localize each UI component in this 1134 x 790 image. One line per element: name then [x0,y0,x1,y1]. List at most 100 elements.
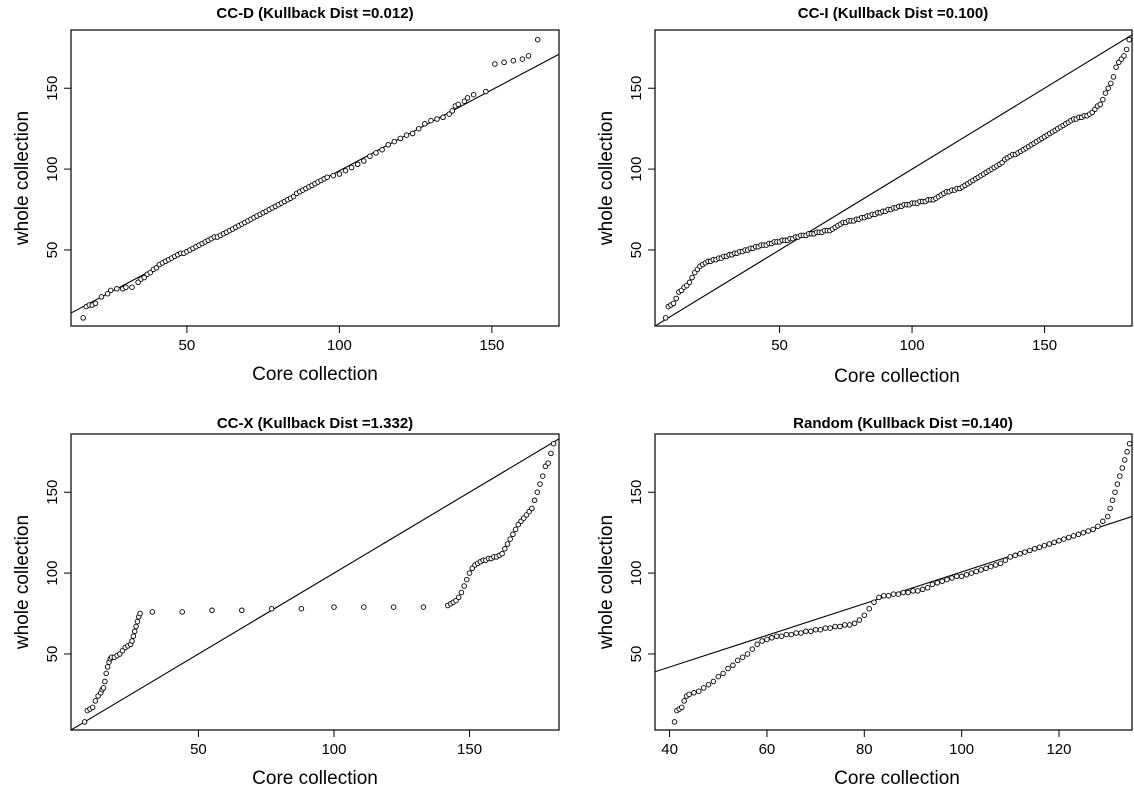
data-point [749,646,756,652]
x-tick-label: 50 [771,337,788,354]
data-points [671,440,1133,725]
data-point [1113,64,1119,70]
data-point [1075,531,1082,538]
data-point [104,290,111,297]
data-point [670,300,677,307]
plot-frame [654,433,1133,731]
data-point [1119,465,1126,471]
data-point [428,117,434,124]
x-tick-label: 150 [479,337,504,354]
data-point [179,609,185,615]
data-point [832,623,838,630]
panel-cc-x: CC-X (Kullback Dist =1.332) Core collect… [12,415,560,789]
data-point [705,681,712,688]
data-point [1109,497,1116,504]
data-point [700,685,707,691]
data-point [890,591,897,597]
data-point [1123,46,1130,53]
data-point [153,265,160,271]
y-tick-label: 100 [44,561,61,586]
data-point [492,61,498,67]
data-point [691,690,697,696]
y-tick-label: 150 [628,76,645,101]
data-point [739,654,746,660]
data-point [725,665,731,672]
data-point [1056,538,1062,544]
data-point [679,704,685,711]
panel-cc-d: CC-D (Kullback Dist =0.012) Core collect… [12,5,560,385]
data-point [501,59,507,66]
data-point [1031,546,1038,552]
data-point [734,657,741,664]
data-point [502,546,508,552]
data-point [534,489,541,495]
data-point [905,589,911,596]
data-point [1085,528,1091,534]
x-tick-label: 150 [1032,337,1057,354]
y-tick-label: 50 [44,646,61,663]
data-point [673,295,679,302]
data-point [92,300,99,307]
data-point [842,622,848,628]
data-point [1065,534,1072,541]
data-point [100,685,107,691]
y-tick-label: 150 [628,480,645,505]
data-point [461,583,467,589]
x-tick-label: 150 [457,741,482,758]
data-point [924,584,931,591]
data-point [512,526,519,533]
data-point [239,607,245,614]
data-point [1126,36,1133,43]
y-tick-label: 150 [44,76,61,101]
data-point [455,594,462,601]
data-point [851,620,858,626]
data-point [1046,541,1053,547]
x-tick-label: 40 [661,741,678,758]
data-point [336,171,343,177]
data-point [769,635,775,641]
data-point [710,678,717,685]
y-tick-label: 100 [44,157,61,182]
data-point [461,98,468,104]
data-point [548,450,554,457]
data-point [298,605,305,612]
data-point [331,604,337,610]
data-point [1080,529,1087,536]
panel-title: Random (Kullback Dist =0.140) [793,415,1013,432]
data-points [81,440,557,725]
y-axis-label: whole collection [596,515,617,650]
data-point [510,531,516,538]
y-axis-label: whole collection [12,515,33,650]
data-point [992,562,999,568]
y-axis-label: whole collection [596,111,617,246]
data-point [397,135,404,142]
data-point [759,638,765,644]
data-points [80,36,541,321]
x-tick-label: 120 [1046,741,1071,758]
data-point [92,698,99,704]
data-point [361,158,367,164]
data-point [519,56,526,62]
axis-ticks: 40 60 80 100 120 50 100 150 [628,480,1072,758]
data-point [330,172,337,179]
data-point [422,121,428,127]
plot-frame [70,433,560,731]
data-point [385,142,391,148]
data-point [103,670,109,677]
data-point [499,550,505,557]
data-point [958,573,965,580]
data-point [130,633,137,639]
data-point [1124,449,1130,455]
data-point [939,578,945,584]
panel-random: Random (Kullback Dist =0.140) Core colle… [596,415,1133,789]
data-point [1107,505,1113,512]
data-point [973,568,979,575]
data-point [1097,101,1103,108]
data-point [147,269,154,276]
data-point [744,651,751,657]
data-point [107,287,114,294]
data-point [102,678,108,685]
data-points [662,36,1133,321]
data-point [348,164,355,171]
